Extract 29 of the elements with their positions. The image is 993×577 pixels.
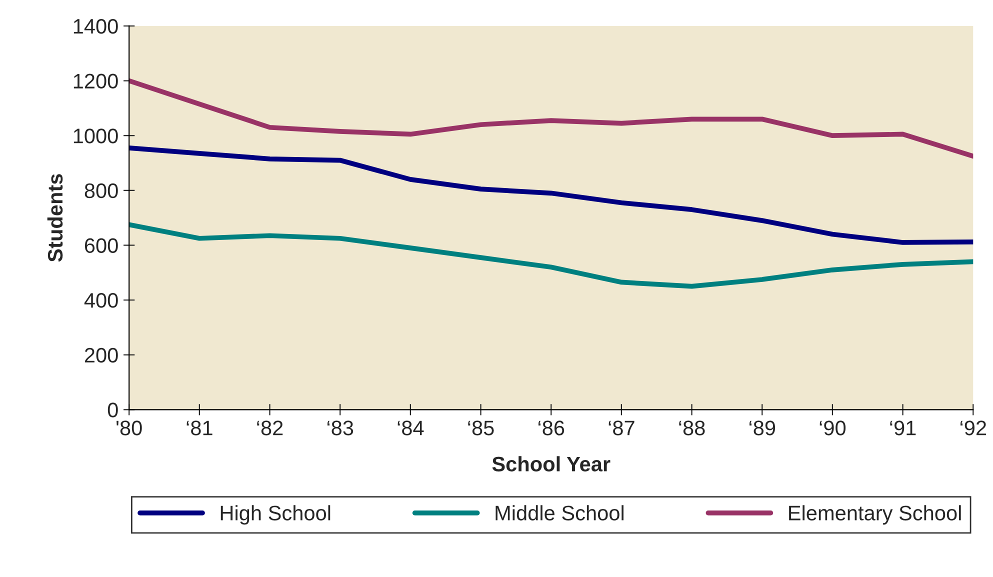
y-tick-label: 0	[108, 402, 118, 418]
x-tick-label: ‘82	[257, 420, 283, 436]
line-series	[129, 78, 974, 159]
y-tick-label: 1000	[74, 128, 118, 144]
y-axis-title: Students	[47, 174, 63, 262]
y-tick-label: 1200	[74, 74, 118, 89]
x-axis-title: School Year	[492, 456, 610, 472]
y-tick-label: 600	[84, 238, 118, 253]
x-tick-label: ‘81	[186, 420, 212, 436]
y-tick-label: 200	[84, 348, 118, 363]
line-series	[129, 222, 974, 289]
y-tick-label: 800	[84, 183, 118, 198]
x-tick-label: ‘84	[398, 420, 424, 436]
legend-label: Elementary School	[789, 505, 961, 525]
x-tick-label: ‘92	[960, 420, 986, 436]
x-tick-label: ‘86	[538, 420, 564, 436]
legend-label: High School	[220, 505, 330, 525]
x-tick-label: ‘87	[608, 420, 634, 436]
x-tick-label: ‘89	[750, 420, 776, 436]
x-tick-label: ‘88	[679, 420, 705, 436]
x-tick-label: '80	[116, 420, 142, 436]
x-tick-label: ‘83	[327, 420, 354, 436]
line-series	[129, 146, 974, 245]
y-tick-label: 1400	[74, 18, 118, 34]
x-tick-label: ‘85	[468, 420, 494, 436]
x-tick-label: ‘91	[890, 420, 916, 436]
y-tick-label: 400	[84, 293, 118, 308]
legend-label: Middle School	[496, 505, 624, 520]
x-tick-label: ‘90	[820, 420, 846, 436]
